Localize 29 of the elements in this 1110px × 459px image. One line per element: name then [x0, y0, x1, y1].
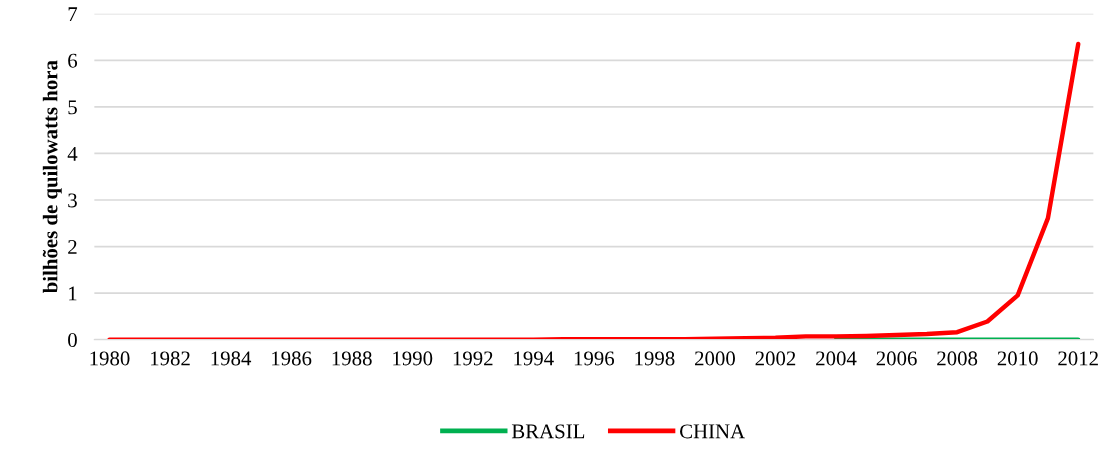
y-tick-label: 1 [69, 286, 77, 301]
x-tick-label: 1992 [453, 351, 493, 366]
x-tick-label: 2000 [695, 351, 735, 366]
y-tick-label: 7 [68, 7, 78, 21]
x-tick-label: 1994 [514, 351, 554, 366]
x-tick-label: 1982 [151, 351, 190, 366]
legend-label: CHINA [680, 424, 745, 439]
y-tick-label: 5 [68, 100, 77, 115]
x-tick-label: 1996 [574, 351, 615, 366]
y-tick-label: 4 [67, 146, 78, 161]
x-tick-label: 1988 [332, 351, 372, 366]
x-tick-label: 2010 [997, 351, 1038, 366]
x-tick-label: 2008 [937, 351, 978, 366]
x-tick-label: 1984 [211, 351, 252, 366]
legend-label: BRASIL [511, 424, 585, 439]
x-tick-label: 1980 [90, 351, 130, 366]
y-axis-title: bilhões de quilowatts hora [42, 60, 62, 294]
x-tick-label: 2006 [876, 351, 917, 366]
y-tick-label: 3 [68, 193, 77, 208]
y-tick-label: 6 [68, 53, 78, 68]
x-tick-label: 2002 [755, 351, 796, 366]
x-tick-label: 2012 [1058, 351, 1098, 366]
x-tick-label: 1990 [393, 351, 433, 366]
x-tick-label: 1986 [272, 351, 312, 366]
line-series [107, 41, 1081, 340]
x-tick-label: 2004 [816, 351, 857, 366]
y-tick-label: 0 [68, 333, 77, 348]
x-tick-label: 1998 [635, 351, 675, 366]
y-tick-label: 2 [68, 239, 77, 254]
